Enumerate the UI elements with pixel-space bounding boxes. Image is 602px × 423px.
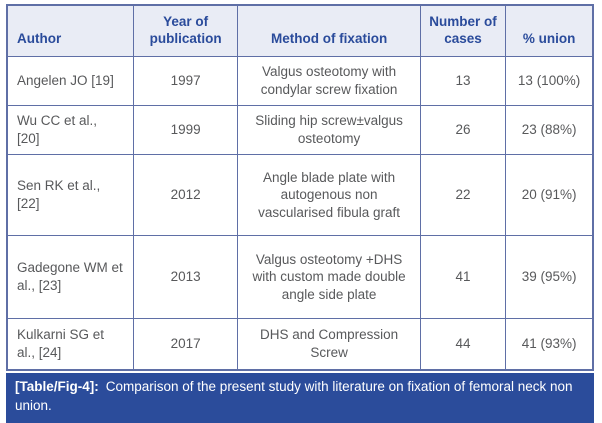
header-row: Author Year of publication Method of fix… (6, 4, 594, 57)
table-row: Wu CC et al., [20] 1999 Sliding hip scre… (6, 105, 594, 155)
cell-method: Sliding hip screw±valgus osteotomy (237, 105, 421, 155)
cell-union: 20 (91%) (505, 154, 594, 236)
cell-union: 13 (100%) (505, 56, 594, 106)
col-header-union: % union (505, 4, 594, 57)
table-row: Kulkarni SG et al., [24] 2017 DHS and Co… (6, 318, 594, 371)
comparison-table: Author Year of publication Method of fix… (6, 4, 594, 371)
table-row: Gadegone WM et al., [23] 2013 Valgus ost… (6, 235, 594, 319)
cell-method: Angle blade plate with autogenous non va… (237, 154, 421, 236)
cell-cases: 13 (419, 56, 507, 106)
col-header-author: Author (6, 4, 134, 57)
cell-year: 2017 (132, 318, 239, 371)
cell-year: 2013 (132, 235, 239, 319)
cell-method: Valgus osteotomy with condylar screw fix… (237, 56, 421, 106)
col-header-cases: Number of cases (419, 4, 507, 57)
cell-year: 1997 (132, 56, 239, 106)
cell-cases: 44 (419, 318, 507, 371)
cell-union: 39 (95%) (505, 235, 594, 319)
table-row: Angelen JO [19] 1997 Valgus osteotomy wi… (6, 56, 594, 106)
cell-author: Sen RK et al., [22] (6, 154, 134, 236)
cell-author: Gadegone WM et al., [23] (6, 235, 134, 319)
cell-year: 1999 (132, 105, 239, 155)
cell-author: Kulkarni SG et al., [24] (6, 318, 134, 371)
cell-year: 2012 (132, 154, 239, 236)
table-caption: [Table/Fig-4]: Comparison of the present … (6, 373, 594, 423)
cell-cases: 22 (419, 154, 507, 236)
cell-method: DHS and Compression Screw (237, 318, 421, 371)
cell-union: 41 (93%) (505, 318, 594, 371)
caption-text: Comparison of the present study with lit… (15, 379, 573, 413)
caption-label: [Table/Fig-4]: (15, 379, 99, 394)
col-header-year: Year of publication (132, 4, 239, 57)
table-row: Sen RK et al., [22] 2012 Angle blade pla… (6, 154, 594, 236)
col-header-method: Method of fixation (237, 4, 421, 57)
cell-cases: 26 (419, 105, 507, 155)
cell-union: 23 (88%) (505, 105, 594, 155)
cell-method: Valgus osteotomy +DHS with custom made d… (237, 235, 421, 319)
cell-author: Wu CC et al., [20] (6, 105, 134, 155)
cell-author: Angelen JO [19] (6, 56, 134, 106)
cell-cases: 41 (419, 235, 507, 319)
